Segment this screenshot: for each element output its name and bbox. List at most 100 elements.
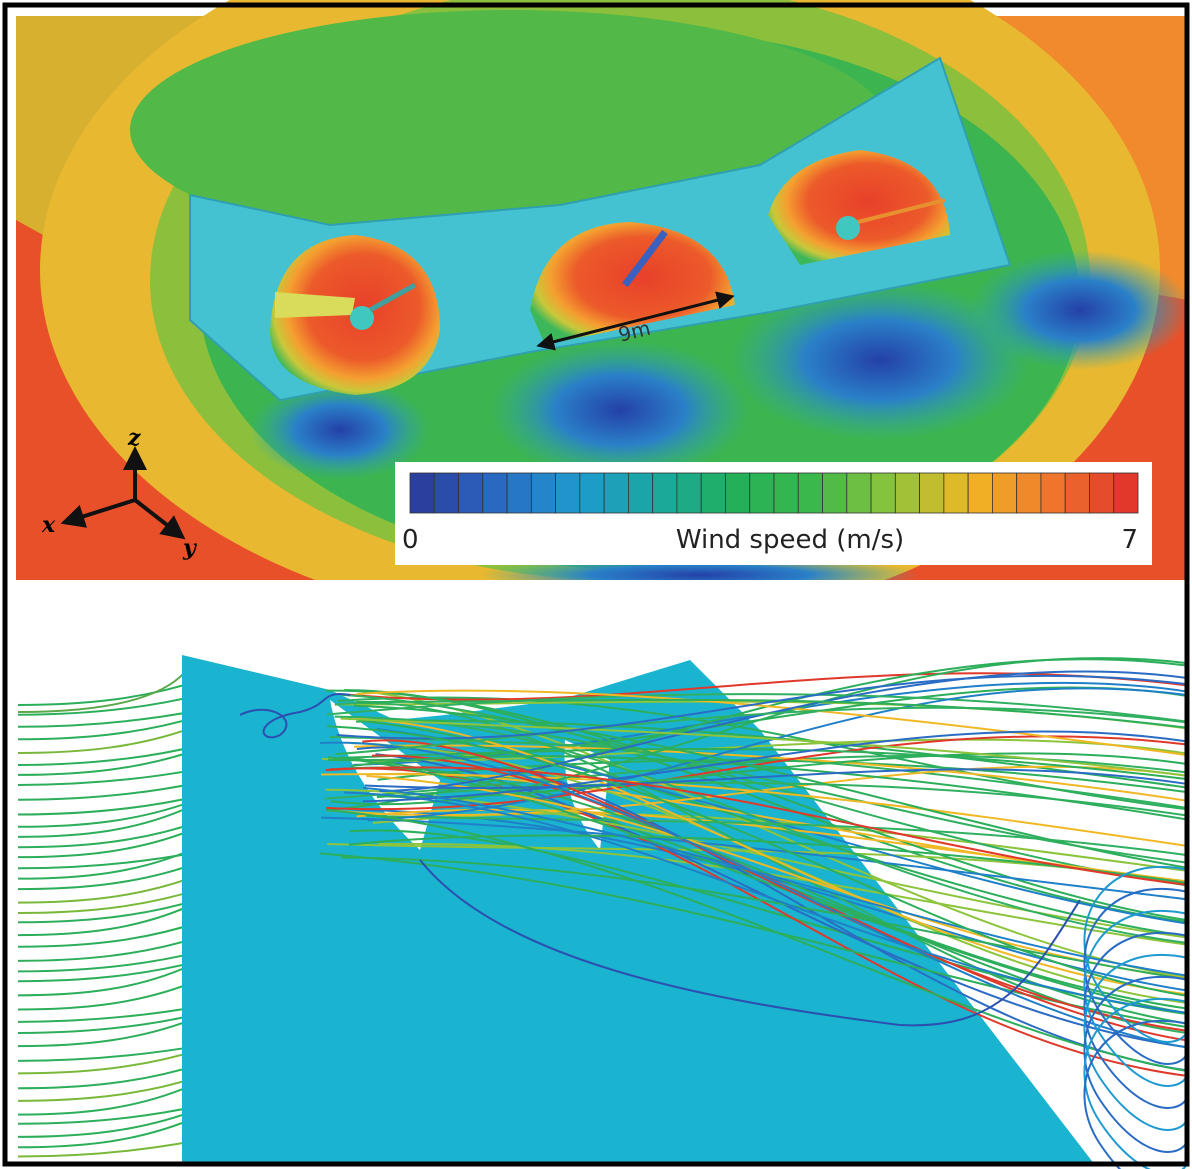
streamline [17,797,201,828]
axis-label: x [41,512,56,538]
streamline [419,859,1081,1027]
streamline [346,747,1189,781]
axis-arrow [60,498,136,528]
colorbar-segment [433,472,459,514]
streamline [355,698,1189,729]
streamline [355,717,1189,996]
axis-label: y [182,535,198,561]
colorbar-segment [773,472,799,514]
colorbar-segment [700,472,726,514]
streamline [1083,931,1189,1109]
streamline [17,900,201,937]
colorbar-segment [628,472,654,514]
streamlines [17,671,201,1158]
colorbar-segment [1089,472,1115,514]
wake [490,340,750,480]
streamline [327,725,1189,997]
top-panel: 9m z x y 0 Wind speed (m/s) 7 [16,0,1190,630]
streamline [17,920,201,948]
streamline [17,715,201,741]
colorbar-segment [725,472,751,514]
streamline [367,687,1189,822]
streamline [347,672,1189,701]
streamline [344,791,1189,1014]
streamline [327,756,1189,1015]
streamline [17,950,201,973]
streamline [321,738,1189,762]
streamline [17,709,201,728]
streamline [1083,975,1189,1153]
colorbar [409,472,1139,514]
blade [368,282,417,313]
dimension-arrow [536,291,735,351]
streamlines [239,657,1189,1169]
streamline [17,801,201,838]
colorbar-segment [482,472,508,514]
streamline [362,730,1189,803]
blade [275,292,355,318]
streamline [17,693,201,716]
streamline [17,1138,201,1158]
streamline [352,808,1189,992]
streamline [17,1044,201,1062]
colorbar-segment [967,472,993,514]
colorbar-segment [1064,472,1090,514]
streamline [17,679,201,706]
streamline [17,747,201,776]
streamline [325,766,1189,886]
streamline [17,959,201,983]
streamline [17,671,186,713]
wake [730,280,1030,440]
colorbar-segment [652,472,678,514]
turbine-hub [836,216,860,240]
streamline [326,693,1189,723]
streamline [239,693,351,739]
streamline [320,852,1189,1029]
colorbar-max: 7 [1121,525,1138,555]
streamline [1083,909,1189,1087]
axis-arrow [133,498,186,540]
streamline [364,768,1189,789]
colorbar-segment [555,472,581,514]
colorbar-segment [846,472,872,514]
colorbar-segment [992,472,1018,514]
colorbar-segment [1016,472,1042,514]
streamline [17,935,201,962]
streamline [330,657,1189,806]
colorbar-segment [409,472,435,514]
streamline [1083,887,1189,1065]
streamline [1083,997,1189,1169]
streamline [17,744,201,766]
wake [970,250,1190,370]
streamline [340,693,1189,887]
streamline [367,718,1189,945]
streamline [321,816,1189,901]
streamline [17,1107,201,1138]
streamline [364,690,1189,979]
streamline [334,706,1189,756]
colorbar-segment [1040,472,1066,514]
streamline [356,689,1189,757]
streamline [362,739,1189,1032]
streamline [17,1012,201,1034]
opening [768,150,950,265]
streamline [17,825,201,859]
colorbar-segment [894,472,920,514]
streamline [17,1005,201,1023]
streamline [17,794,201,816]
colorbar-segment [506,472,532,514]
streamline [320,741,1189,1049]
turbine-hub [350,306,374,330]
wake [250,380,430,480]
streamline [325,808,1189,1073]
streamline [17,767,201,786]
colorbar-segment [870,472,896,514]
colorbar-segment [943,472,969,514]
streamline [1083,1019,1189,1169]
streamline [17,845,201,880]
streamline [366,814,1189,857]
streamline [17,1104,201,1125]
axis-label: z [127,425,141,451]
streamline [17,1015,201,1048]
